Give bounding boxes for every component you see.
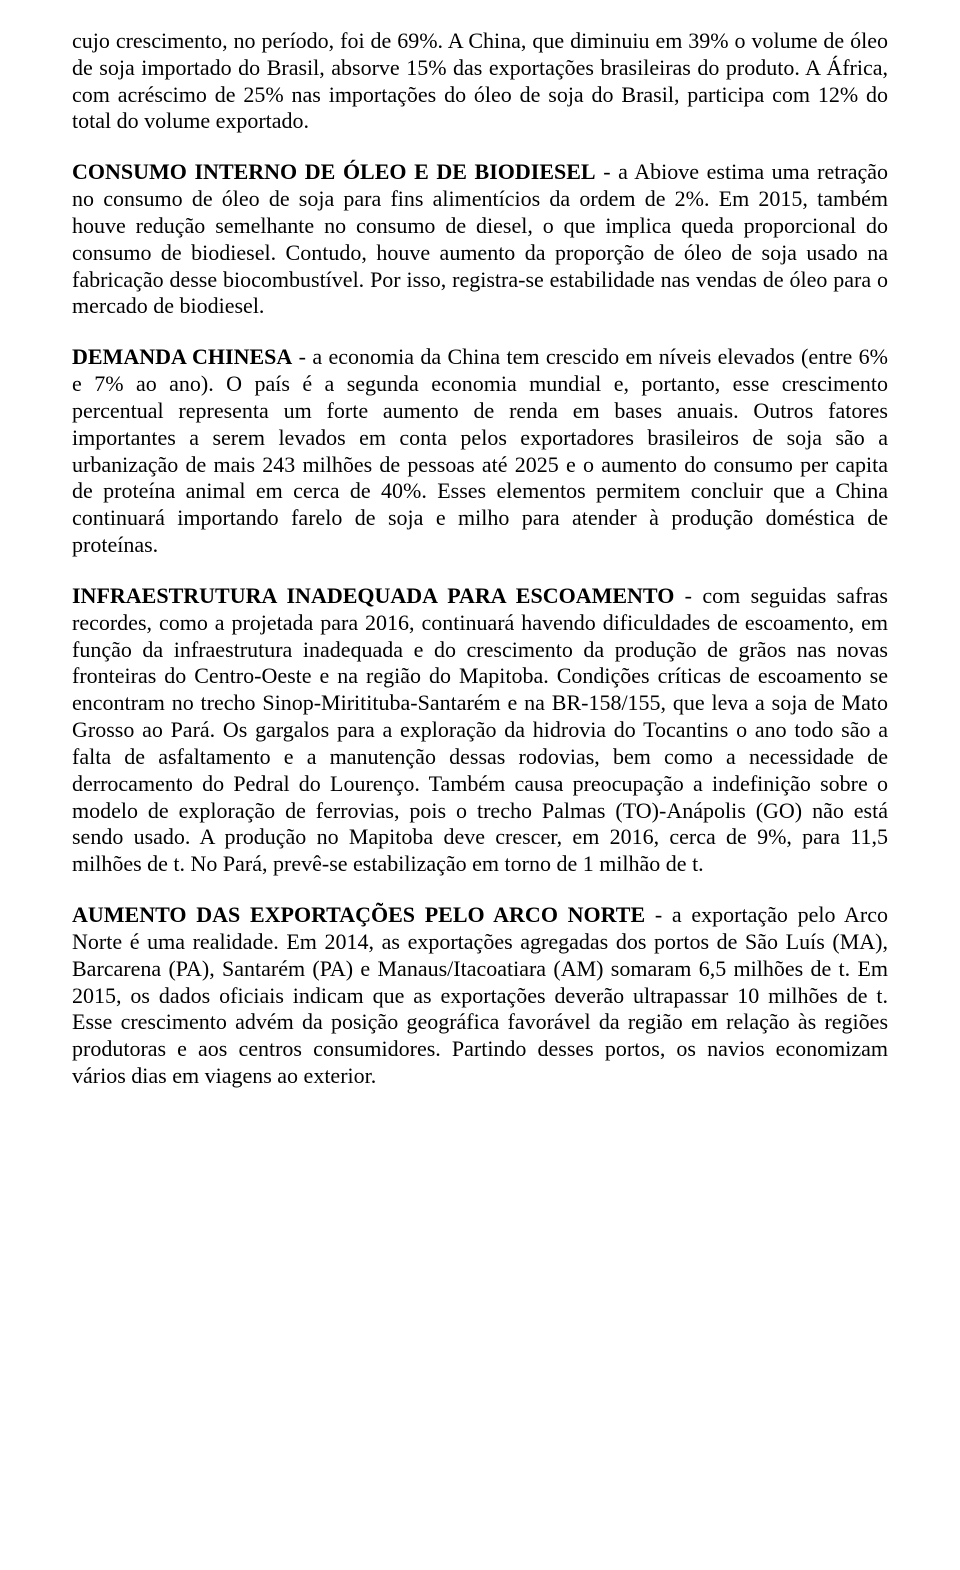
body-text: - com seguidas safras recordes, como a p… <box>72 583 888 876</box>
section-heading: INFRAESTRUTURA INADEQUADA PARA ESCOAMENT… <box>72 583 674 608</box>
section-heading: CONSUMO INTERNO DE ÓLEO E DE BIODIESEL <box>72 159 596 184</box>
paragraph: INFRAESTRUTURA INADEQUADA PARA ESCOAMENT… <box>72 583 888 878</box>
paragraph: AUMENTO DAS EXPORTAÇÕES PELO ARCO NORTE … <box>72 902 888 1090</box>
document-page: cujo crescimento, no período, foi de 69%… <box>0 0 960 1118</box>
paragraph: CONSUMO INTERNO DE ÓLEO E DE BIODIESEL -… <box>72 159 888 320</box>
paragraph: cujo crescimento, no período, foi de 69%… <box>72 28 888 135</box>
body-text: - a exportação pelo Arco Norte é uma rea… <box>72 902 888 1088</box>
body-text: cujo crescimento, no período, foi de 69%… <box>72 28 888 133</box>
paragraph: DEMANDA CHINESA - a economia da China te… <box>72 344 888 559</box>
section-heading: DEMANDA CHINESA <box>72 344 292 369</box>
body-text: - a economia da China tem crescido em ní… <box>72 344 888 557</box>
section-heading: AUMENTO DAS EXPORTAÇÕES PELO ARCO NORTE <box>72 902 645 927</box>
